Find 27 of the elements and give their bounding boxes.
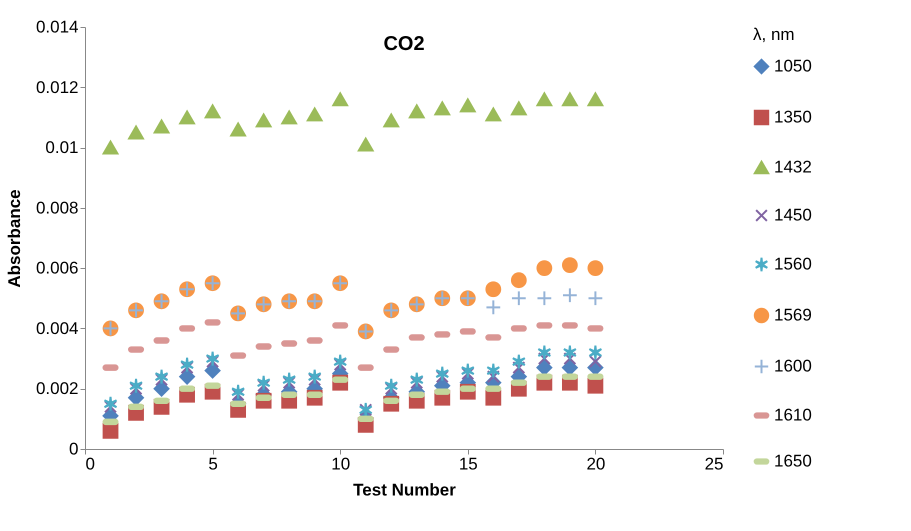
- y-tick-label: 0: [69, 440, 78, 458]
- chart-title: CO2: [383, 33, 425, 55]
- y-tick-label: 0.002: [36, 379, 78, 398]
- legend-label: 1450: [774, 206, 812, 224]
- y-tick-label: 0.01: [45, 138, 78, 158]
- y-tick-label: 0.014: [36, 18, 78, 36]
- y-tick-label: 0.012: [36, 78, 78, 97]
- y-tick-label: 0.008: [36, 198, 78, 218]
- x-tick-label: 20: [586, 454, 606, 474]
- x-tick-label: 0: [86, 454, 95, 474]
- legend-label: 1610: [774, 406, 812, 424]
- legend-label: 1650: [774, 452, 812, 470]
- legend-title: λ, nm: [753, 25, 795, 44]
- x-tick-label: 10: [331, 454, 350, 474]
- x-tick-label: 25: [704, 454, 724, 474]
- x-tick-label: 15: [458, 454, 478, 474]
- legend-label: 1432: [774, 158, 812, 176]
- x-axis-title: Test Number: [353, 480, 456, 500]
- x-tick-label: 5: [208, 454, 218, 474]
- legend-label: 1569: [774, 306, 812, 324]
- legend-label: 1350: [774, 108, 812, 126]
- legend-label: 1600: [774, 356, 812, 376]
- legend-label: 1050: [774, 56, 812, 76]
- y-tick-label: 0.004: [36, 318, 78, 338]
- y-axis-title: Absorbance: [4, 189, 24, 288]
- legend-label: 1560: [774, 254, 812, 274]
- y-tick-label: 0.006: [36, 258, 78, 278]
